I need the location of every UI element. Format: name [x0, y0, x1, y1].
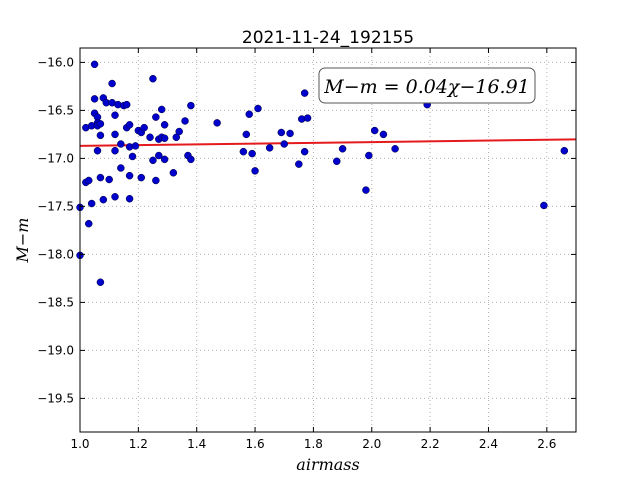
data-point [108, 79, 116, 88]
x-tick-label: 1.8 [304, 437, 323, 451]
fit-equation-frame [318, 67, 536, 104]
data-point [169, 169, 178, 177]
data-point [131, 142, 140, 150]
data-point [140, 123, 148, 132]
x-tick-label: 1.6 [246, 437, 265, 451]
y-tick-label: −17.5 [37, 199, 74, 213]
y-tick-label: −16.5 [37, 103, 74, 117]
axis-ticks: 1.0 1.2 1.4 1.6 1.8 2.0 2.2 2.4 2.6 −16.0 −16.5 −17… [37, 48, 576, 451]
data-point [146, 133, 154, 142]
data-point [125, 194, 134, 203]
data-point [149, 74, 157, 83]
x-tick-label: 1.4 [187, 437, 206, 451]
data-point [149, 156, 157, 165]
plot-frame [79, 47, 577, 433]
data-point [90, 95, 99, 103]
fit-line-group [79, 138, 577, 147]
data-point [213, 119, 221, 127]
data-point [251, 167, 259, 175]
data-point [96, 173, 105, 182]
data-point [157, 105, 166, 114]
data-point [280, 140, 288, 148]
x-tick-label: 2.4 [479, 437, 498, 451]
data-point [239, 147, 248, 156]
fit-line [79, 138, 577, 147]
data-point [125, 171, 134, 180]
data-point [277, 128, 286, 137]
data-point [85, 219, 93, 228]
data-point [160, 121, 169, 129]
data-point [286, 129, 294, 138]
data-point [175, 127, 183, 136]
data-point [87, 199, 96, 208]
x-tick-label: 2.2 [421, 437, 440, 451]
x-tick-label: 1.2 [129, 437, 148, 451]
y-tick-label: −18.5 [37, 295, 74, 309]
data-point [333, 157, 341, 166]
data-point [560, 146, 569, 155]
data-point [365, 151, 373, 160]
data-point [122, 100, 131, 109]
data-point [265, 144, 274, 152]
data-point [111, 111, 119, 119]
data-point [96, 278, 105, 286]
data-point [540, 201, 548, 210]
fit-equation: M−m = 0.04χ−16.91 [323, 76, 530, 98]
data-point [117, 164, 125, 172]
data-point [254, 104, 262, 113]
data-point [187, 101, 195, 110]
grid-lines [79, 48, 576, 432]
data-point [338, 145, 347, 153]
data-point [99, 195, 108, 204]
data-point [187, 155, 195, 164]
data-point [85, 176, 93, 185]
data-point [111, 193, 119, 201]
data-point [181, 117, 189, 125]
data-point [155, 151, 163, 160]
data-point [379, 130, 388, 139]
y-tick-label: −16.0 [37, 55, 74, 69]
data-point [111, 130, 119, 139]
data-point [93, 146, 102, 155]
y-tick-label: −19.0 [37, 343, 74, 357]
chart-title: 2021-11-24_192155 [242, 28, 414, 48]
data-point [90, 60, 99, 69]
data-point [295, 160, 303, 168]
y-tick-label: −17.0 [37, 151, 74, 165]
y-axis-label: M−m [13, 218, 32, 264]
data-point [300, 89, 309, 97]
data-point [117, 140, 125, 148]
x-tick-label: 2.0 [362, 437, 381, 451]
x-tick-label: 1.0 [70, 437, 89, 451]
data-point [303, 114, 312, 122]
data-point [125, 121, 134, 129]
data-point [160, 155, 169, 164]
data-point [391, 145, 399, 153]
data-point [245, 110, 253, 118]
data-points [76, 60, 569, 286]
data-point [248, 149, 256, 158]
data-point [152, 113, 160, 121]
y-tick-label: −19.5 [37, 391, 74, 405]
data-point [111, 146, 119, 155]
data-point [137, 173, 146, 182]
data-point [362, 186, 370, 194]
data-point [370, 126, 379, 135]
y-tick-label: −18.0 [37, 247, 74, 261]
data-point [96, 131, 105, 140]
data-point [242, 130, 251, 139]
data-point [105, 175, 113, 184]
data-point [152, 176, 160, 185]
fit-equation-box: M−m = 0.04χ−16.91 [318, 67, 536, 104]
data-point [96, 120, 105, 128]
x-tick-label: 2.6 [537, 437, 556, 451]
x-axis-label: airmass [296, 455, 359, 474]
data-point [128, 152, 137, 161]
data-point [160, 134, 169, 142]
data-point [300, 147, 309, 156]
